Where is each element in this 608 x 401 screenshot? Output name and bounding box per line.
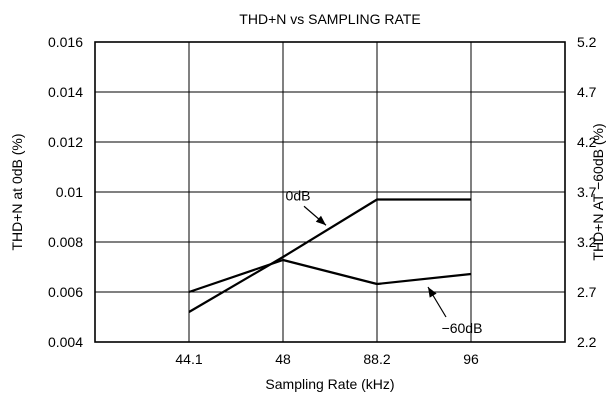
- left-y-tick-label: 0.012: [48, 134, 83, 150]
- x-axis-title: Sampling Rate (kHz): [265, 376, 394, 392]
- x-tick-label: 88.2: [363, 351, 390, 367]
- right-y-tick-label: 5.2: [577, 34, 597, 50]
- x-tick-label: 48: [275, 351, 291, 367]
- series-line-minus60db: [188, 258, 472, 294]
- series-layer: [188, 198, 472, 313]
- left-y-tick-label: 0.01: [56, 184, 83, 200]
- left-y-tick-label: 0.004: [48, 334, 83, 350]
- left-y-tick-label: 0.016: [48, 34, 83, 50]
- arrow-minus60db-head: [428, 287, 437, 298]
- x-tick-label: 44.1: [175, 351, 202, 367]
- right-y-tick-label: 4.7: [577, 84, 597, 100]
- series-label-minus60db: −60dB: [442, 320, 483, 336]
- left-y-tick-label: 0.014: [48, 84, 83, 100]
- arrow-0db-head: [315, 215, 326, 226]
- left-y-tick-label: 0.006: [48, 284, 83, 300]
- series-label-0db: 0dB: [286, 187, 311, 203]
- series-annotations: 0dB −60dB: [286, 187, 483, 336]
- right-y-tick-label: 4.2: [577, 134, 597, 150]
- grid-lines: [95, 42, 565, 342]
- right-y-tick-label: 3.2: [577, 234, 597, 250]
- plot-frame: [94, 41, 566, 343]
- left-y-tick-label: 0.008: [48, 234, 83, 250]
- right-y-tick-label: 2.7: [577, 284, 597, 300]
- chart-title: THD+N vs SAMPLING RATE: [239, 11, 420, 27]
- x-tick-label: 96: [463, 351, 479, 367]
- series-line-0db: [188, 198, 471, 313]
- left-y-axis-title: THD+N at 0dB (%): [9, 133, 25, 250]
- right-y-tick-label: 2.2: [577, 334, 597, 350]
- right-y-tick-label: 3.7: [577, 184, 597, 200]
- right-y-axis-title: THD+N AT −60dB (%): [590, 123, 606, 260]
- tick-labels: 0.004 0.006 0.008 0.01 0.012 0.014 0.016 2.2 2.7…: [48, 34, 597, 367]
